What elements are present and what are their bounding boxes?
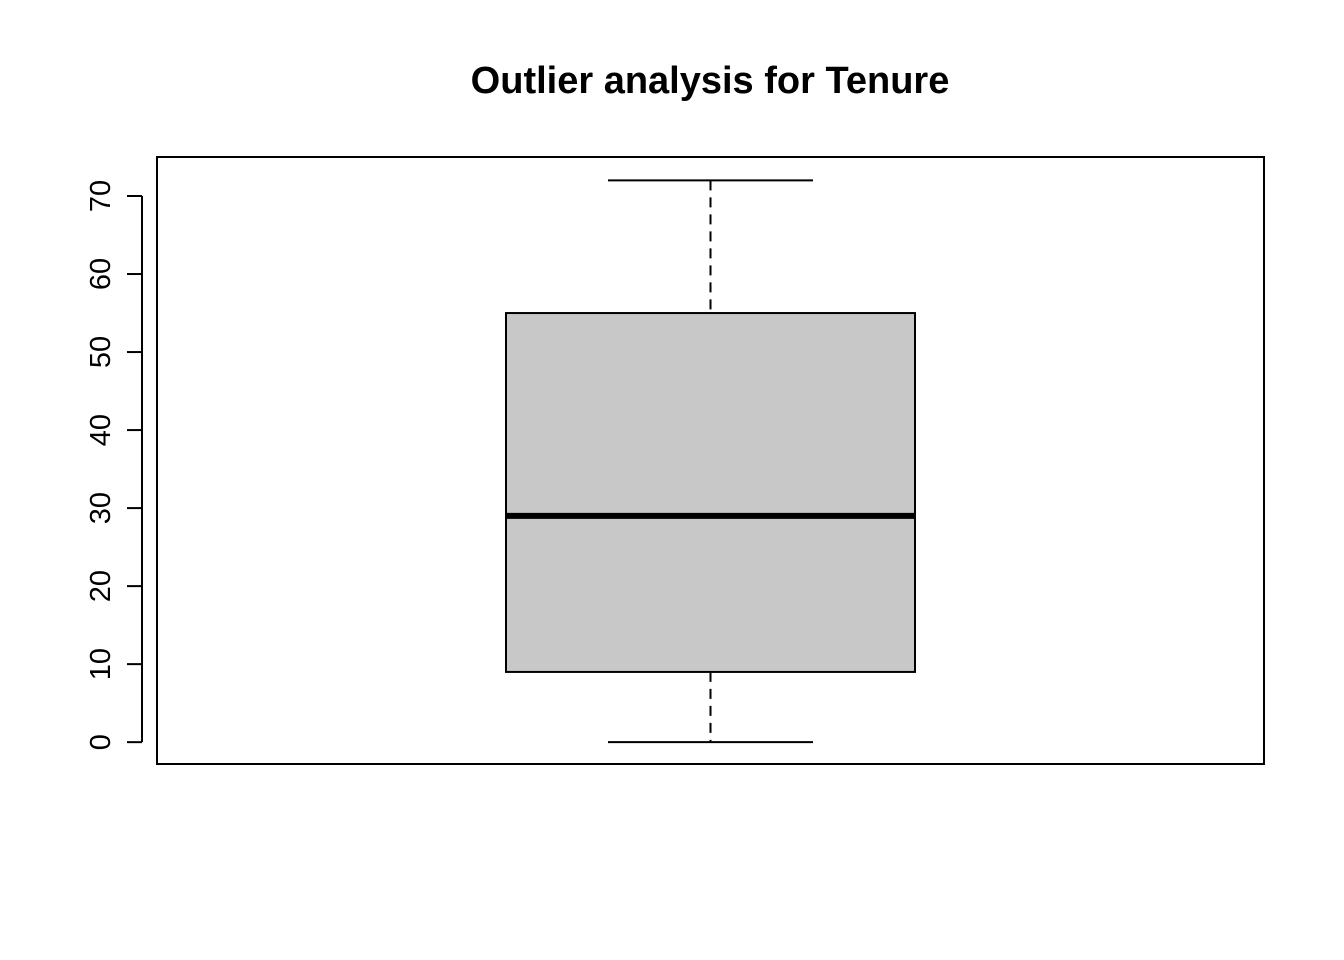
plot-frame	[156, 156, 1265, 765]
y-tick-label: 0	[85, 734, 117, 750]
y-tick-label: 60	[85, 258, 117, 290]
plot-area: 0 10 20 30 40 50 60 70	[85, 156, 1265, 765]
y-tick-label: 30	[85, 492, 117, 524]
y-tick-label: 40	[85, 414, 117, 446]
y-tick-label: 20	[85, 570, 117, 602]
chart-title: Outlier analysis for Tenure	[471, 60, 950, 102]
y-tick-label: 70	[85, 180, 117, 212]
y-tick-label: 50	[85, 336, 117, 368]
iqr-box	[505, 312, 916, 673]
y-tick-label: 10	[85, 648, 117, 680]
